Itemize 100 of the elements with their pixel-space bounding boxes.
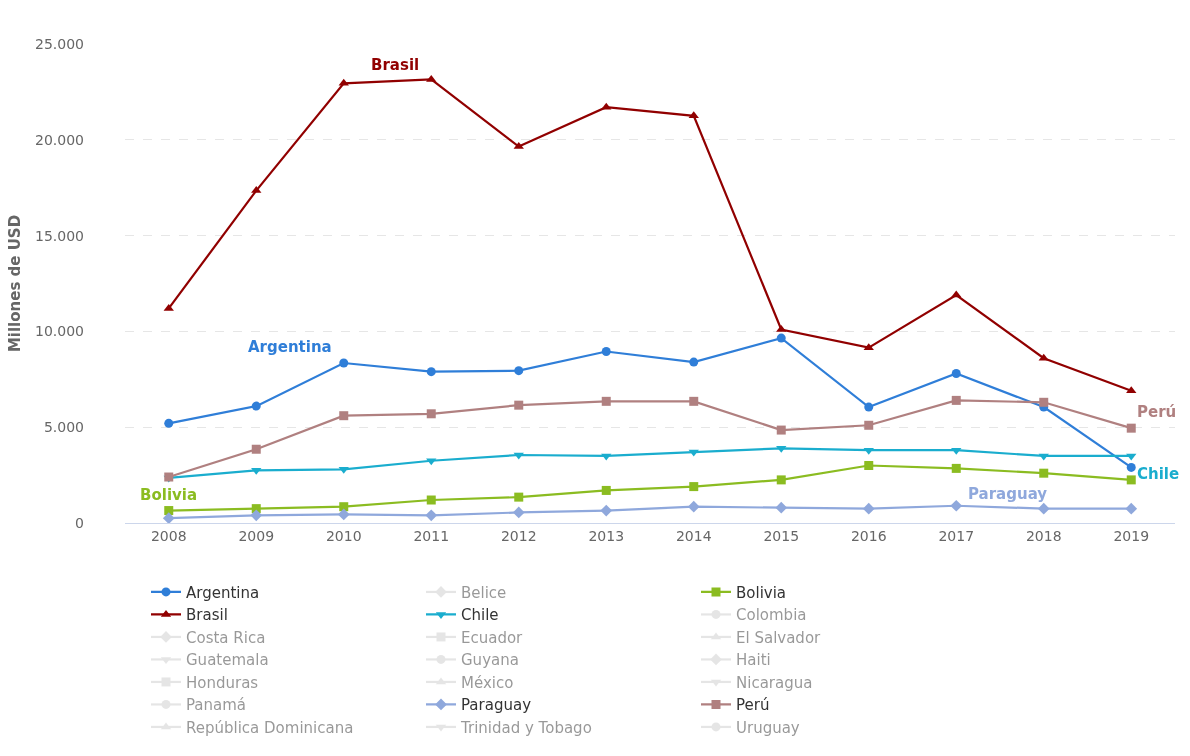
point [1039, 468, 1049, 478]
y-tick-label: 20.000 [35, 131, 84, 148]
point [688, 449, 699, 457]
legend-label: Guyana [461, 651, 519, 670]
legend-label: Costa Rica [186, 628, 266, 647]
x-tick-label: 2017 [938, 527, 975, 544]
point [862, 502, 875, 515]
point [339, 358, 349, 368]
point [1126, 453, 1137, 461]
point [162, 512, 175, 523]
text: Perú [1137, 403, 1177, 421]
point [776, 475, 786, 485]
point [426, 409, 436, 419]
point [951, 369, 961, 379]
text: Brasil [371, 56, 420, 74]
legend-label: México [461, 673, 514, 692]
x-tick-label: 2015 [763, 527, 800, 544]
y-axis-title: Millones de USD [6, 214, 25, 353]
x-tick-label: 2016 [850, 527, 887, 544]
point [776, 324, 787, 332]
y-tick-label: 15.000 [35, 227, 84, 244]
text: Chile [1137, 465, 1180, 483]
point [601, 453, 612, 461]
legend-label: Chile [461, 606, 499, 625]
legend-label: República Dominicana [186, 718, 354, 737]
y-tick-label: 5.000 [43, 419, 84, 436]
point [426, 458, 437, 466]
point [514, 492, 524, 502]
point [863, 447, 874, 455]
point [864, 402, 874, 412]
legend-label: Perú [736, 696, 770, 715]
point [338, 78, 349, 86]
legend-label: Nicaragua [736, 673, 813, 692]
legend-label: Trinidad y Tobago [460, 718, 592, 737]
point [426, 74, 437, 82]
point [951, 395, 961, 405]
point [1038, 453, 1049, 461]
point [251, 444, 261, 454]
point [1126, 462, 1136, 472]
point [337, 508, 350, 521]
point [514, 400, 524, 410]
point [250, 509, 263, 522]
point [601, 347, 611, 357]
point [687, 500, 700, 513]
point [164, 418, 174, 428]
x-tick-label: 2014 [675, 527, 712, 544]
text: Paraguay [968, 485, 1048, 503]
point [689, 396, 699, 406]
legend-label: El Salvador [736, 628, 822, 647]
y-tick-label: 0 [75, 514, 84, 531]
point [164, 506, 174, 516]
point [688, 111, 699, 119]
point [1126, 475, 1136, 485]
point [251, 401, 261, 411]
text: Bolivia [140, 486, 198, 504]
point [600, 504, 613, 517]
x-tick-label: 2018 [1025, 527, 1062, 544]
point [689, 357, 699, 367]
point [426, 495, 436, 505]
point [514, 366, 524, 376]
text: Argentina [248, 338, 332, 356]
point [864, 420, 874, 430]
x-tick-label: 2008 [150, 527, 187, 544]
point [1125, 502, 1138, 515]
point [864, 461, 874, 471]
point [951, 447, 962, 455]
point [163, 303, 174, 311]
x-tick-label: 2013 [588, 527, 625, 544]
legend-label: Bolivia [736, 583, 787, 602]
y-tick-label: 25.000 [35, 35, 84, 52]
legend-label: Uruguay [736, 718, 800, 737]
point [775, 501, 788, 514]
point [1126, 423, 1136, 433]
point [426, 367, 436, 377]
point [1037, 502, 1050, 515]
legend-label: Paraguay [461, 696, 532, 715]
x-tick-label: 2019 [1113, 527, 1150, 544]
point [776, 425, 786, 435]
point [425, 509, 438, 522]
x-tick-label: 2010 [325, 527, 362, 544]
legend-label: Honduras [186, 673, 259, 692]
point [951, 290, 962, 298]
point [776, 333, 786, 343]
point [513, 452, 524, 460]
legend-label: Argentina [186, 583, 260, 602]
y-tick-label: 10.000 [35, 323, 84, 340]
point [951, 463, 961, 473]
x-tick-label: 2011 [413, 527, 450, 544]
point [339, 502, 349, 512]
legend-label: Ecuador [461, 628, 524, 647]
point [601, 396, 611, 406]
point [1126, 386, 1137, 394]
legend-label: Colombia [736, 606, 807, 625]
legend-label: Belice [461, 583, 507, 602]
legend-label: Panamá [186, 696, 247, 715]
point [689, 482, 699, 492]
point [339, 411, 349, 421]
x-tick-label: 2012 [500, 527, 537, 544]
legend-label: Brasil [186, 606, 228, 625]
point [1039, 397, 1049, 407]
